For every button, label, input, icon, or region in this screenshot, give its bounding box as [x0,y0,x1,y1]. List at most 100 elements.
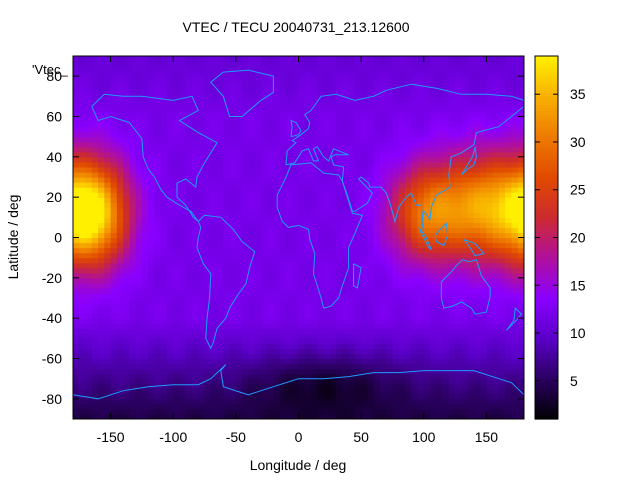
heatmap-cell [492,151,500,158]
heatmap-cell [442,151,450,158]
heatmap-cell [448,242,456,249]
heatmap-cell [442,202,450,208]
heatmap-cell [223,121,231,128]
heatmap-cell [311,61,318,67]
heatmap-cell [160,282,168,289]
heatmap-cell [267,177,275,183]
heatmap-cell [398,151,406,158]
heatmap-cell [423,76,431,82]
heatmap-cell [116,61,124,67]
heatmap-cell [98,126,105,133]
heatmap-cell [273,272,281,279]
heatmap-cell [342,141,350,148]
heatmap-cell [392,217,400,223]
heatmap-cell [292,358,300,365]
heatmap-cell [254,232,262,239]
heatmap-cell [123,116,130,123]
heatmap-cell [448,91,456,97]
heatmap-cell [436,61,444,67]
heatmap-cell [373,126,381,133]
heatmap-cell [166,413,174,419]
heatmap-cell [323,318,331,324]
heatmap-cell [260,177,268,183]
heatmap-cell [467,96,475,102]
heatmap-cell [448,121,456,128]
heatmap-cell [242,247,249,254]
heatmap-cell [254,277,262,284]
heatmap-cell [104,323,112,329]
heatmap-cell [141,111,149,118]
heatmap-cell [480,182,488,188]
heatmap-cell [367,242,375,249]
heatmap-cell [492,66,500,72]
heatmap-cell [505,318,513,324]
heatmap-cell [373,277,381,284]
heatmap-cell [235,298,243,304]
heatmap-cell [417,373,425,380]
heatmap-cell [279,212,287,218]
heatmap-cell [73,383,80,390]
heatmap-cell [467,116,475,123]
heatmap-cell [85,313,93,319]
heatmap-cell [348,197,356,203]
heatmap-cell [423,267,431,274]
heatmap-cell [461,333,469,339]
heatmap-cell [104,262,112,269]
heatmap-cell [342,111,350,118]
heatmap-cell [455,222,462,229]
heatmap-cell [392,76,400,82]
heatmap-cell [486,282,494,289]
heatmap-cell [492,292,500,299]
heatmap-cell [229,227,237,234]
heatmap-cell [448,146,456,153]
heatmap-cell [492,363,500,370]
heatmap-cell [461,131,469,138]
heatmap-cell [417,146,425,153]
heatmap-cell [373,111,381,118]
heatmap-cell [430,106,437,113]
heatmap-cell [317,413,325,419]
heatmap-cell [461,136,469,143]
heatmap-cell [298,383,306,390]
heatmap-cell [292,111,300,118]
heatmap-cell [129,373,137,380]
heatmap-cell [123,398,130,405]
heatmap-cell [185,76,193,82]
heatmap-cell [248,161,256,168]
heatmap-cell [273,177,281,183]
heatmap-cell [79,262,87,269]
heatmap-cell [492,373,500,380]
heatmap-cell [436,141,444,148]
heatmap-cell [98,383,105,390]
heatmap-cell [404,257,412,264]
heatmap-cell [398,398,406,405]
heatmap-cell [498,101,506,108]
heatmap-cell [273,86,281,92]
heatmap-cell [442,171,450,178]
heatmap-cell [129,388,137,395]
heatmap-cell [398,126,406,133]
heatmap-cell [85,71,93,77]
heatmap-cell [498,393,506,400]
heatmap-cell [148,141,156,148]
heatmap-cell [217,91,224,97]
heatmap-cell [317,197,325,203]
heatmap-cell [442,81,450,87]
heatmap-cell [91,126,99,133]
heatmap-cell [267,257,275,264]
heatmap-cell [442,257,450,264]
heatmap-cell [417,171,425,178]
heatmap-cell [154,61,162,67]
heatmap-cell [260,56,268,62]
heatmap-cell [329,353,337,360]
heatmap-cell [123,202,130,208]
heatmap-cell [210,237,218,244]
heatmap-cell [242,398,249,405]
heatmap-cell [273,212,281,218]
heatmap-cell [423,207,431,213]
heatmap-cell [436,252,444,259]
heatmap-cell [235,202,243,208]
heatmap-cell [91,227,99,234]
heatmap-cell [336,353,343,360]
heatmap-cell [267,398,275,405]
